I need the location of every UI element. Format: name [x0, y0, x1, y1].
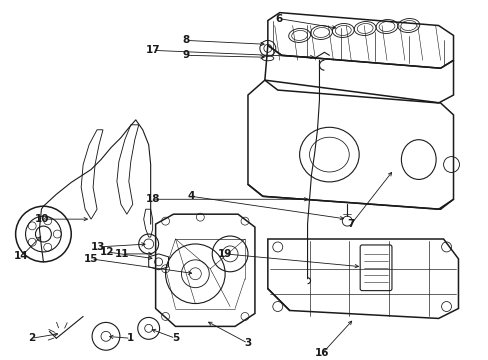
- Text: 18: 18: [145, 194, 160, 204]
- Text: 2: 2: [28, 333, 35, 343]
- Text: 5: 5: [171, 333, 179, 343]
- Text: 8: 8: [183, 35, 190, 45]
- Text: 19: 19: [218, 249, 232, 259]
- Text: 15: 15: [83, 254, 98, 264]
- Text: 7: 7: [347, 219, 354, 229]
- Text: 13: 13: [91, 242, 105, 252]
- Text: 11: 11: [114, 249, 129, 259]
- Text: 9: 9: [183, 50, 189, 60]
- Text: 1: 1: [127, 333, 134, 343]
- Text: 10: 10: [35, 214, 50, 224]
- Text: 6: 6: [275, 14, 282, 23]
- Text: 3: 3: [244, 338, 251, 348]
- Text: 17: 17: [145, 45, 160, 55]
- Text: 12: 12: [100, 247, 114, 257]
- Text: 16: 16: [315, 348, 329, 358]
- Text: 14: 14: [14, 251, 29, 261]
- Text: 4: 4: [187, 191, 195, 201]
